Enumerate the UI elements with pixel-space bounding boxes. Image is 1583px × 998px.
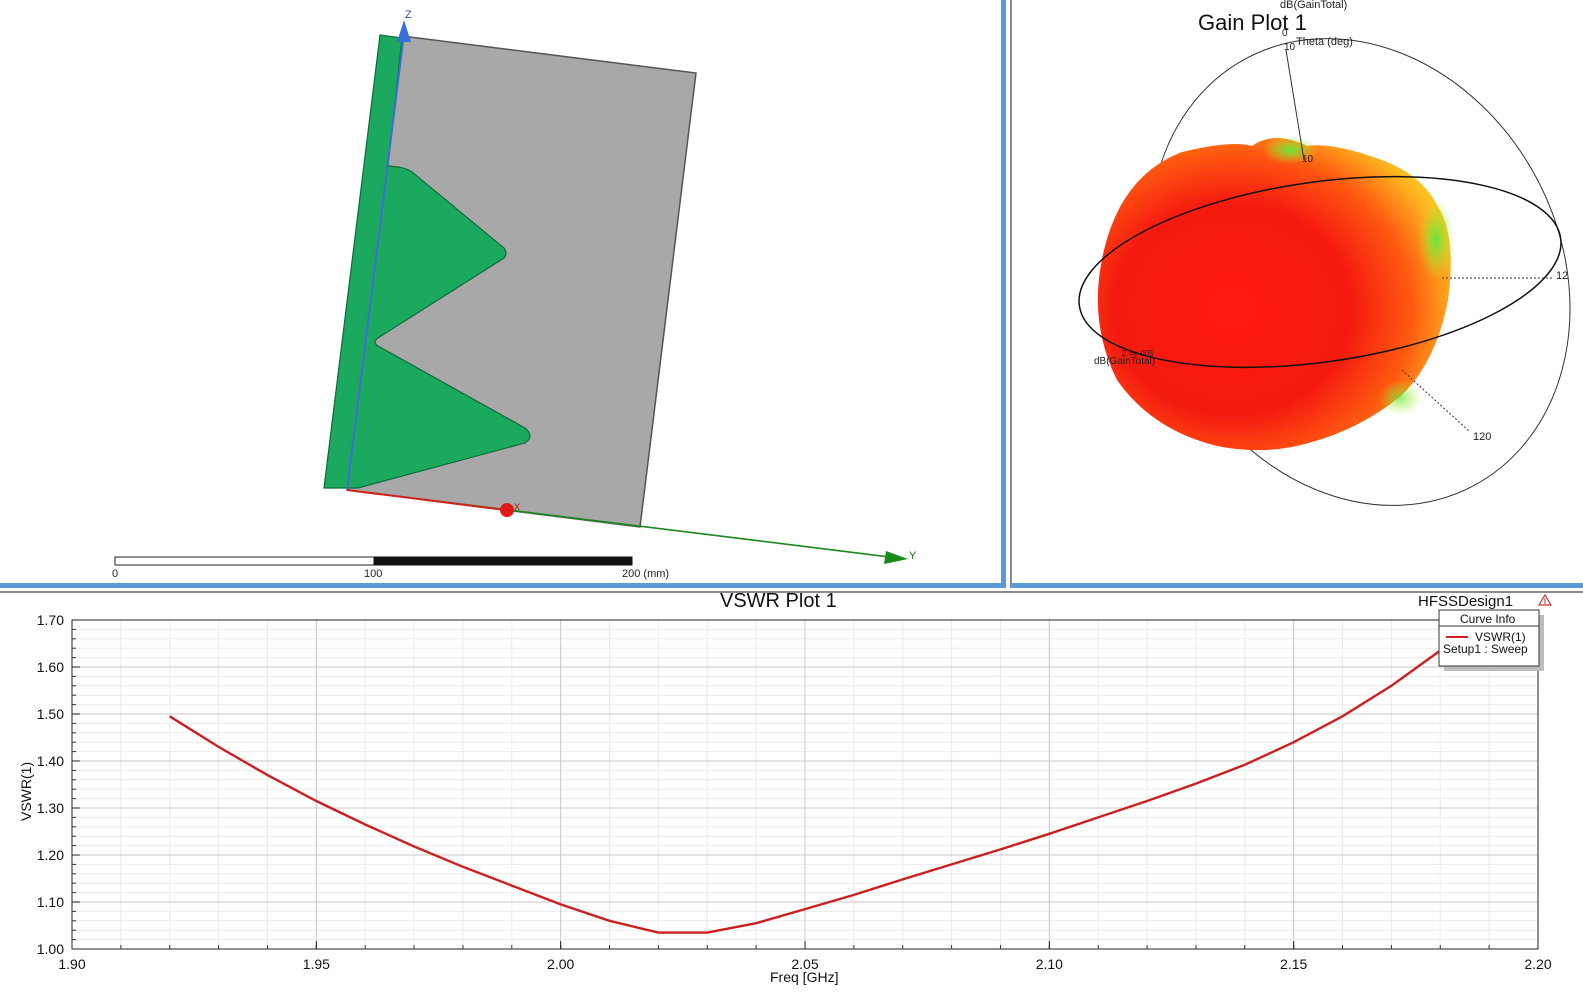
gain-db-small-label: 2.4e-005 — [1122, 349, 1154, 358]
y-tick-label: 1.50 — [37, 706, 64, 722]
x-tick-label: 2.00 — [547, 956, 574, 972]
x-tick-label: 1.95 — [303, 956, 330, 972]
legend-curve-name: VSWR(1) — [1475, 630, 1526, 644]
gain-plot-canvas[interactable]: dB(GainTotal) Gain Plot 1 0 10 Theta (de… — [1012, 0, 1583, 583]
theta-axis-line — [1285, 49, 1305, 161]
y-axis-label: Y — [909, 550, 917, 562]
gain-theta-label: Theta (deg) — [1296, 36, 1353, 48]
design-label: HFSSDesign1 — [1418, 593, 1513, 610]
y-axis-title: VSWR(1) — [18, 762, 34, 821]
y-tick-label: 1.30 — [37, 800, 64, 816]
x-axis-title: Freq [GHz] — [770, 969, 838, 985]
vswr-plot-title: VSWR Plot 1 — [720, 593, 837, 612]
chart-tick-labels: 1.90 1.95 2.00 2.05 2.10 2.15 2.20 1.00 1.10 1.20… — [37, 612, 1552, 972]
scale-label-200: 200 (mm) — [622, 568, 669, 580]
x-tick-label: 2.10 — [1036, 956, 1063, 972]
x-tick-label: 1.90 — [58, 956, 85, 972]
gain-top-label: dB(GainTotal) — [1280, 0, 1347, 11]
gain-ten-label: 10 — [1284, 42, 1296, 53]
legend-header: Curve Info — [1460, 612, 1516, 626]
gain-120-label: 120 — [1473, 431, 1491, 443]
model-canvas[interactable]: Z Y X 0 100 200 (mm) — [0, 0, 1001, 583]
gain-plot-title: Gain Plot 1 — [1198, 10, 1307, 35]
vswr-plot-pane[interactable]: VSWR Plot 1 HFSSDesign1 1.90 1.95 2.00 2.05… — [0, 591, 1583, 998]
phi-ring — [1078, 175, 1562, 369]
patch-radiator[interactable] — [323, 34, 531, 489]
gain-ten-b-label: 10 — [1302, 154, 1314, 165]
x-tick-label: 2.20 — [1524, 956, 1551, 972]
gain-plot-pane[interactable]: dB(GainTotal) Gain Plot 1 0 10 Theta (de… — [1010, 0, 1583, 588]
y-axis-arrow — [884, 551, 908, 564]
radial-dotted-line-2 — [1401, 369, 1471, 433]
chart-grid — [71, 619, 1539, 950]
curve-info-legend[interactable]: Curve Info VSWR(1) Setup1 : Sweep — [1438, 609, 1544, 671]
legend-curve-setup: Setup1 : Sweep — [1443, 642, 1528, 656]
radiation-pattern-3d[interactable] — [1097, 136, 1454, 451]
scale-label-100: 100 — [364, 568, 382, 580]
gain-zero-label: 0 — [1282, 28, 1288, 39]
model-view-pane[interactable]: Z Y X 0 100 200 (mm) — [0, 0, 1006, 588]
y-tick-label: 1.00 — [37, 941, 64, 957]
y-tick-label: 1.20 — [37, 847, 64, 863]
scale-bar: 0 100 200 (mm) — [112, 556, 669, 580]
z-axis-label: Z — [405, 9, 412, 21]
scale-label-0: 0 — [112, 568, 118, 580]
x-axis-marker — [500, 503, 514, 517]
y-tick-label: 1.10 — [37, 894, 64, 910]
vswr-series-line[interactable] — [169, 649, 1442, 934]
x-axis-label: X — [514, 502, 520, 512]
design-logo-icon — [1537, 593, 1553, 606]
z-axis-arrow — [397, 20, 411, 42]
y-tick-label: 1.40 — [37, 753, 64, 769]
chart-ticks — [71, 619, 1539, 950]
x-tick-label: 2.05 — [791, 956, 818, 972]
x-axis-line — [346, 489, 506, 511]
y-tick-label: 1.70 — [37, 612, 64, 628]
gain-db-label: dB(GainTotal) — [1094, 356, 1155, 367]
x-tick-label: 2.15 — [1280, 956, 1307, 972]
y-tick-label: 1.60 — [37, 659, 64, 675]
vswr-chart[interactable]: VSWR Plot 1 HFSSDesign1 1.90 1.95 2.00 2.05… — [0, 593, 1583, 998]
gain-120-right-label: 12 — [1556, 270, 1568, 282]
z-axis-line — [346, 33, 405, 491]
